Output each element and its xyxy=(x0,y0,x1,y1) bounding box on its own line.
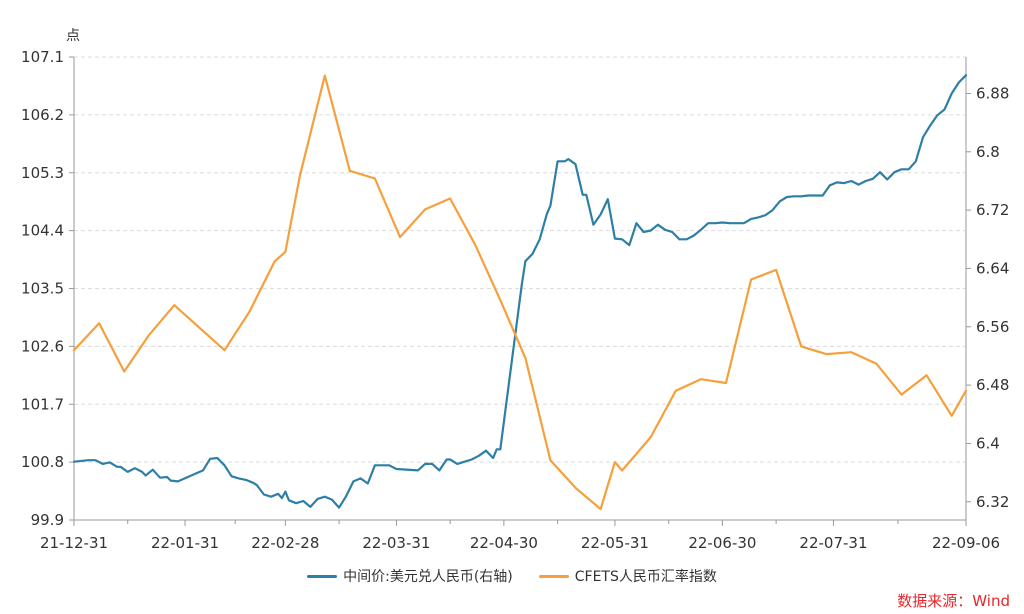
legend-item-rmb-mid[interactable]: 中间价:美元兑人民币(右轴) xyxy=(307,566,513,586)
right-tick-label: 6.88 xyxy=(976,84,1009,102)
series-line-rmb-mid xyxy=(72,74,968,509)
x-tick-label: 21-12-31 xyxy=(40,534,108,552)
left-tick-label: 102.6 xyxy=(21,337,64,355)
x-tick-label: 22-01-31 xyxy=(151,534,219,552)
left-axis-unit-label: 点 xyxy=(66,28,80,44)
series-line-cfets xyxy=(72,74,968,511)
x-tick-label: 22-04-30 xyxy=(470,534,538,552)
series-lines xyxy=(72,74,968,511)
right-tick-label: 6.8 xyxy=(976,143,1000,161)
legend-item-cfets[interactable]: CFETS人民币汇率指数 xyxy=(538,566,717,586)
x-tick-label: 22-02-28 xyxy=(251,534,319,552)
left-tick-label: 99.9 xyxy=(31,511,64,529)
left-tick-label: 106.2 xyxy=(21,106,64,124)
axes: 99.9 100.8 101.7 102.6 103.5 104.4 105.3 106.2 1… xyxy=(21,48,1009,552)
right-tick-label: 6.4 xyxy=(976,434,1000,452)
legend-swatch-cfets xyxy=(538,574,569,578)
right-tick-label: 6.72 xyxy=(976,201,1009,219)
x-tick-label: 22-05-31 xyxy=(581,534,649,552)
legend-label-cfets: CFETS人民币汇率指数 xyxy=(574,569,717,585)
legend-swatch-rmb-mid xyxy=(307,574,338,578)
left-tick-label: 101.7 xyxy=(21,395,64,413)
chart-canvas: 99.9 100.8 101.7 102.6 103.5 104.4 105.3 106.2 1… xyxy=(21,28,1009,552)
gridlines xyxy=(74,56,966,521)
chart-legend: 中间价:美元兑人民币(右轴) CFETS人民币汇率指数 xyxy=(0,566,1024,586)
left-tick-label: 103.5 xyxy=(21,280,64,298)
x-tick-label: 22-03-31 xyxy=(362,534,430,552)
x-tick-label: 22-09-06 xyxy=(932,534,1000,552)
x-tick-label: 22-06-30 xyxy=(688,534,756,552)
x-tick-label: 22-07-31 xyxy=(799,534,867,552)
left-tick-label: 104.4 xyxy=(21,222,64,240)
left-tick-label: 105.3 xyxy=(21,164,64,182)
right-tick-label: 6.32 xyxy=(976,493,1009,511)
legend-label-rmb-mid: 中间价:美元兑人民币(右轴) xyxy=(343,569,513,585)
right-tick-label: 6.56 xyxy=(976,318,1009,336)
left-tick-label: 100.8 xyxy=(21,453,64,471)
right-tick-label: 6.48 xyxy=(976,376,1009,394)
data-source-note: 数据来源：Wind xyxy=(897,592,1010,610)
left-tick-label: 107.1 xyxy=(21,48,64,66)
right-tick-label: 6.64 xyxy=(976,259,1009,277)
